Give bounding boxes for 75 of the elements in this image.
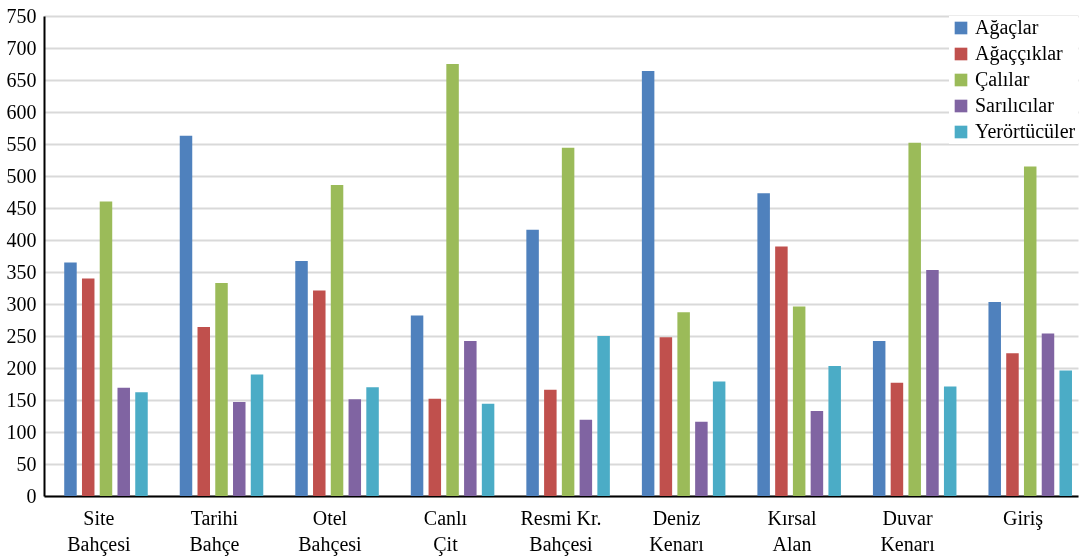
y-tick-label: 250 bbox=[6, 324, 37, 347]
bar bbox=[428, 398, 442, 496]
legend-label: Ağaççıklar bbox=[975, 42, 1064, 65]
y-tick-label: 400 bbox=[6, 228, 37, 251]
x-tick-label: Resmi Kr. Bahçesi bbox=[520, 506, 602, 556]
bar bbox=[135, 392, 148, 496]
bar bbox=[481, 403, 495, 496]
y-tick-label: 450 bbox=[6, 196, 37, 219]
x-tick-label: Kırsal Alan bbox=[767, 506, 817, 555]
y-tick-label: 700 bbox=[6, 36, 37, 59]
bar bbox=[215, 282, 228, 496]
bar bbox=[1006, 353, 1019, 496]
bar bbox=[695, 421, 708, 496]
bar bbox=[64, 262, 77, 496]
bar bbox=[677, 312, 690, 496]
bar bbox=[597, 336, 610, 496]
x-tick-label: Site Bahçesi bbox=[67, 506, 131, 556]
bar bbox=[99, 201, 113, 496]
bar bbox=[988, 302, 1001, 496]
x-tick-label: Giriş bbox=[1003, 506, 1044, 530]
bar bbox=[81, 278, 95, 496]
y-tick-label: 100 bbox=[6, 420, 37, 443]
bar bbox=[792, 306, 806, 496]
y-tick-label: 550 bbox=[6, 132, 37, 155]
y-tick-label: 350 bbox=[6, 260, 37, 283]
bar bbox=[659, 337, 673, 496]
bar bbox=[544, 389, 557, 496]
bar bbox=[330, 184, 344, 496]
legend-label: Sarılıcılar bbox=[975, 94, 1055, 116]
y-tick-label: 0 bbox=[26, 484, 37, 507]
bar bbox=[179, 135, 193, 496]
bar bbox=[890, 382, 904, 496]
bar bbox=[641, 71, 655, 496]
bar bbox=[775, 246, 788, 496]
bar bbox=[872, 341, 886, 496]
y-tick-label: 300 bbox=[6, 292, 37, 315]
y-tick-label: 600 bbox=[6, 100, 37, 123]
bar bbox=[446, 64, 459, 496]
bar bbox=[233, 401, 246, 496]
bar bbox=[943, 386, 957, 496]
bar bbox=[197, 327, 210, 496]
bar bbox=[295, 261, 308, 496]
bar bbox=[250, 374, 264, 496]
x-tick-label: Deniz Kenarı bbox=[649, 506, 705, 555]
y-tick-label: 150 bbox=[6, 388, 37, 411]
legend-label: Ağaçlar bbox=[975, 16, 1039, 39]
bar bbox=[366, 387, 379, 496]
bar bbox=[810, 410, 824, 496]
y-tick-label: 500 bbox=[6, 164, 37, 187]
bar bbox=[348, 399, 362, 496]
y-tick-label: 200 bbox=[6, 356, 37, 379]
bar bbox=[526, 229, 539, 496]
bar bbox=[313, 290, 326, 496]
bar bbox=[757, 193, 770, 496]
bar bbox=[410, 315, 424, 496]
bar bbox=[828, 366, 841, 496]
legend-label: Yerörtücüler bbox=[975, 120, 1076, 142]
bar bbox=[926, 270, 939, 496]
bar bbox=[579, 419, 593, 496]
x-tick-label: Otel Bahçesi bbox=[298, 506, 363, 556]
bar bbox=[464, 341, 477, 496]
legend-label: Çalılar bbox=[975, 68, 1030, 91]
y-tick-label: 750 bbox=[6, 4, 37, 27]
bar bbox=[117, 387, 130, 496]
bar bbox=[1059, 370, 1072, 496]
bar bbox=[1041, 333, 1055, 496]
x-tick-label: Tarihi Bahçe bbox=[189, 506, 240, 556]
bar bbox=[1023, 166, 1037, 496]
x-tick-label: Duvar Kenarı bbox=[880, 506, 936, 555]
bar bbox=[908, 142, 921, 496]
y-tick-label: 650 bbox=[6, 68, 37, 91]
x-tick-label: Canlı Çit bbox=[423, 506, 468, 556]
bar bbox=[561, 147, 575, 496]
bar bbox=[712, 381, 726, 496]
y-tick-label: 50 bbox=[16, 452, 37, 475]
